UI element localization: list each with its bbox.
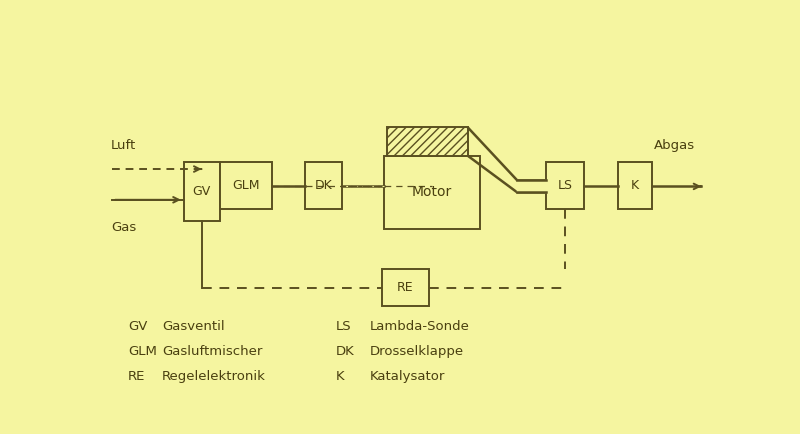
Text: GV: GV bbox=[193, 185, 211, 198]
Bar bbox=[184, 162, 220, 221]
Text: GLM: GLM bbox=[128, 345, 157, 358]
Text: Regelelektronik: Regelelektronik bbox=[162, 370, 266, 383]
Text: LS: LS bbox=[336, 319, 351, 332]
Text: Gasventil: Gasventil bbox=[162, 319, 225, 332]
Text: Motor: Motor bbox=[412, 185, 452, 200]
Bar bbox=[546, 162, 584, 209]
Text: K: K bbox=[630, 179, 639, 192]
Text: Drosselklappe: Drosselklappe bbox=[370, 345, 464, 358]
Text: DK: DK bbox=[336, 345, 354, 358]
Text: Gas: Gas bbox=[111, 221, 137, 234]
Text: Gasluftmischer: Gasluftmischer bbox=[162, 345, 262, 358]
Text: DK: DK bbox=[314, 179, 332, 192]
Bar bbox=[220, 162, 272, 209]
Bar bbox=[384, 156, 480, 229]
Bar bbox=[382, 269, 429, 306]
Text: Katalysator: Katalysator bbox=[370, 370, 445, 383]
Text: RE: RE bbox=[397, 281, 414, 294]
Bar bbox=[305, 162, 342, 209]
Text: Lambda-Sonde: Lambda-Sonde bbox=[370, 319, 470, 332]
Text: Abgas: Abgas bbox=[654, 139, 695, 152]
Text: K: K bbox=[336, 370, 344, 383]
Text: Luft: Luft bbox=[111, 139, 137, 152]
Text: GLM: GLM bbox=[232, 179, 260, 192]
Text: LS: LS bbox=[558, 179, 573, 192]
Text: RE: RE bbox=[128, 370, 146, 383]
Text: GV: GV bbox=[128, 319, 147, 332]
Polygon shape bbox=[387, 127, 468, 156]
Bar bbox=[618, 162, 652, 209]
